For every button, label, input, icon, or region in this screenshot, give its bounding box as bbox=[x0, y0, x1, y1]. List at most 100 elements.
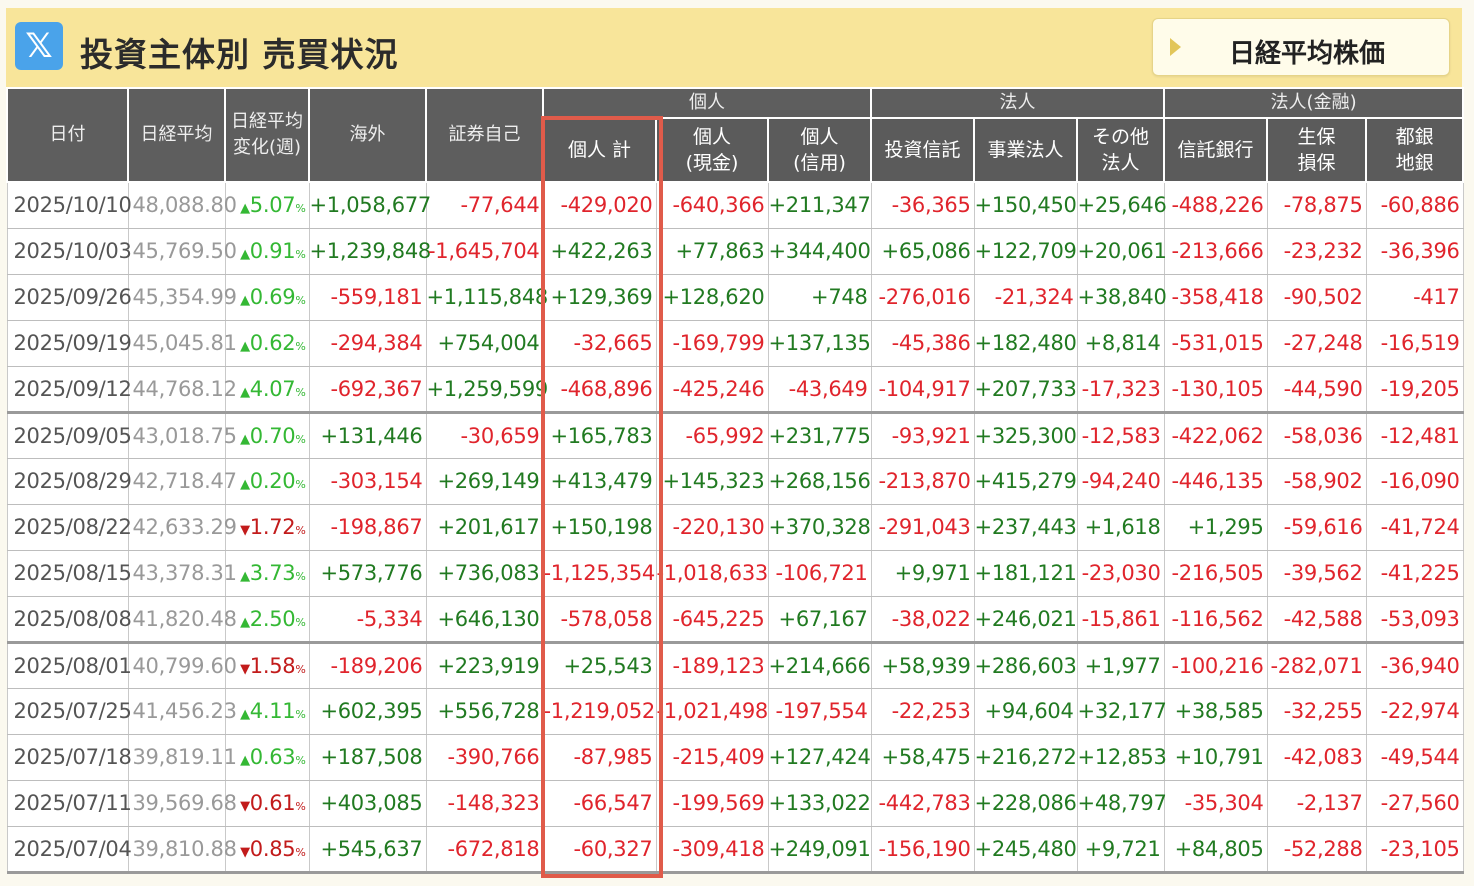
percent-unit: % bbox=[295, 385, 306, 399]
cell-value: +165,783 bbox=[542, 412, 657, 459]
table-row: 2025/10/10 48,088.80 ▲5.07% +1,058,677 -77,6… bbox=[6, 182, 1464, 229]
cell-value: -32,255 bbox=[1266, 688, 1367, 735]
cell-value: -692,367 bbox=[308, 366, 427, 414]
table-row: 2025/08/08 41,820.48 ▲2.50% -5,334 +646,130-… bbox=[6, 596, 1464, 644]
cell-value: +545,637 bbox=[308, 826, 427, 874]
header-bar: 𝕏 投資主体別 売買状況 日経平均株価 bbox=[6, 8, 1462, 88]
cell-value: +231,775 bbox=[767, 412, 872, 459]
percent-unit: % bbox=[295, 708, 306, 721]
trading-table: 日付 日経平均 日経平均 変化(週) 海外 証券自己 個人 法人 法人(金融) … bbox=[6, 87, 1465, 874]
cell-nikkei: 39,810.88 bbox=[127, 826, 237, 874]
cell-value: -488,226 bbox=[1163, 182, 1268, 229]
cell-value: +223,919 bbox=[425, 642, 544, 689]
cell-value: -130,105 bbox=[1163, 366, 1268, 414]
cell-value: +32,177 bbox=[1076, 688, 1167, 735]
cell-value: +207,733 bbox=[973, 366, 1078, 414]
cell-value: -93,921 bbox=[870, 412, 975, 459]
cell-value: -291,043 bbox=[870, 504, 975, 551]
cell-value: +325,300 bbox=[973, 412, 1078, 459]
triangle-up-icon: ▲ bbox=[240, 753, 250, 768]
cell-value: -36,365 bbox=[870, 182, 975, 229]
triangle-up-icon: ▲ bbox=[240, 247, 250, 262]
cell-value: -1,645,704 bbox=[425, 228, 544, 275]
cell-nikkei: 43,018.75 bbox=[127, 412, 237, 459]
cell-value: -1,219,052 bbox=[542, 688, 657, 735]
cell-value: -32,665 bbox=[542, 320, 657, 367]
table-row: 2025/07/18 39,819.11 ▲0.63% +187,508 -390,76… bbox=[6, 734, 1464, 781]
cell-value: +25,543 bbox=[542, 642, 657, 689]
cell-value: -148,323 bbox=[425, 780, 544, 827]
cell-value: +65,086 bbox=[870, 228, 975, 275]
cell-change: ▲0.70% bbox=[224, 412, 310, 459]
col-header-invest-trust: 投資信託 bbox=[870, 117, 976, 183]
percent-unit: % bbox=[295, 340, 306, 353]
cell-nikkei: 41,456.23 bbox=[127, 688, 237, 735]
cell-value: -52,288 bbox=[1266, 826, 1367, 874]
cell-change: ▼0.61% bbox=[224, 780, 310, 827]
cell-value: +201,617 bbox=[425, 504, 544, 551]
triangle-up-icon: ▲ bbox=[240, 431, 250, 447]
cell-value: +38,840 bbox=[1076, 274, 1167, 321]
cell-date: 2025/07/25 bbox=[6, 688, 132, 735]
cell-value: -42,083 bbox=[1266, 734, 1367, 781]
cell-value: -189,206 bbox=[308, 642, 427, 689]
cell-value: -220,130 bbox=[655, 504, 769, 551]
cell-value: +370,328 bbox=[767, 504, 872, 551]
group-header-individual: 個人 bbox=[541, 87, 873, 119]
percent-unit: % bbox=[295, 294, 306, 307]
cell-value: +573,776 bbox=[308, 550, 427, 597]
percent-unit: % bbox=[295, 570, 306, 583]
cell-nikkei: 42,633.29 bbox=[127, 504, 237, 551]
cell-value: -215,409 bbox=[655, 734, 769, 781]
cell-value: +1,239,848 bbox=[308, 228, 431, 275]
cell-nikkei: 45,769.50 bbox=[127, 228, 237, 275]
nikkei-button-label: 日経平均株価 bbox=[1228, 39, 1385, 69]
cell-value: +736,083 bbox=[425, 550, 544, 597]
col-header-securities: 証券自己 bbox=[425, 87, 544, 183]
cell-value: -12,481 bbox=[1365, 412, 1464, 459]
cell-value: -1,021,498 bbox=[655, 688, 769, 735]
cell-value: +12,853 bbox=[1076, 734, 1167, 781]
cell-value: +422,263 bbox=[542, 228, 657, 275]
col-header-date: 日付 bbox=[6, 87, 129, 183]
change-value: 4.11 bbox=[249, 699, 296, 723]
percent-unit: % bbox=[295, 478, 306, 491]
cell-value: +269,149 bbox=[425, 458, 544, 505]
table-row: 2025/09/05 43,018.75 ▲0.70% +131,446 -30,659… bbox=[6, 412, 1464, 459]
cell-value: -116,562 bbox=[1163, 596, 1268, 644]
change-value: 0.63 bbox=[249, 745, 296, 769]
cell-value: -16,519 bbox=[1365, 320, 1464, 367]
cell-value: -640,366 bbox=[655, 182, 769, 229]
nikkei-average-button[interactable]: 日経平均株価 bbox=[1152, 18, 1450, 76]
cell-value: -17,323 bbox=[1076, 366, 1165, 414]
x-share-icon[interactable]: 𝕏 bbox=[15, 22, 63, 70]
change-value: 0.91 bbox=[249, 239, 296, 263]
cell-value: -100,216 bbox=[1163, 642, 1268, 689]
cell-change: ▲4.07% bbox=[224, 366, 310, 414]
cell-value: -213,870 bbox=[870, 458, 975, 505]
cell-change: ▼1.72% bbox=[224, 504, 310, 551]
percent-unit: % bbox=[295, 615, 306, 629]
cell-value: -49,544 bbox=[1365, 734, 1464, 781]
cell-value: -5,334 bbox=[308, 596, 427, 644]
table-row: 2025/08/01 40,799.60 ▼1.58% -189,206 +223,91… bbox=[6, 642, 1464, 689]
cell-value: +216,272 bbox=[973, 734, 1078, 781]
percent-unit: % bbox=[295, 800, 306, 813]
cell-date: 2025/09/19 bbox=[6, 320, 132, 367]
col-header-business: 事業法人 bbox=[973, 117, 1079, 183]
cell-value: +131,446 bbox=[308, 412, 427, 459]
cell-value: -189,123 bbox=[655, 642, 769, 689]
cell-value: +122,709 bbox=[973, 228, 1078, 275]
cell-value: -578,058 bbox=[542, 596, 657, 644]
cell-change: ▲0.91% bbox=[224, 228, 310, 275]
cell-value: -559,181 bbox=[308, 274, 427, 321]
change-value: 3.73 bbox=[249, 561, 296, 585]
cell-value: -276,016 bbox=[870, 274, 975, 321]
cell-date: 2025/08/29 bbox=[6, 458, 132, 505]
change-value: 0.85 bbox=[249, 836, 296, 861]
cell-value: -429,020 bbox=[542, 182, 657, 229]
cell-value: -90,502 bbox=[1266, 274, 1367, 321]
cell-change: ▼0.85% bbox=[224, 826, 310, 874]
table-row: 2025/09/12 44,768.12 ▲4.07% -692,367 +1,259,… bbox=[6, 366, 1464, 414]
triangle-down-icon: ▼ bbox=[240, 661, 250, 677]
